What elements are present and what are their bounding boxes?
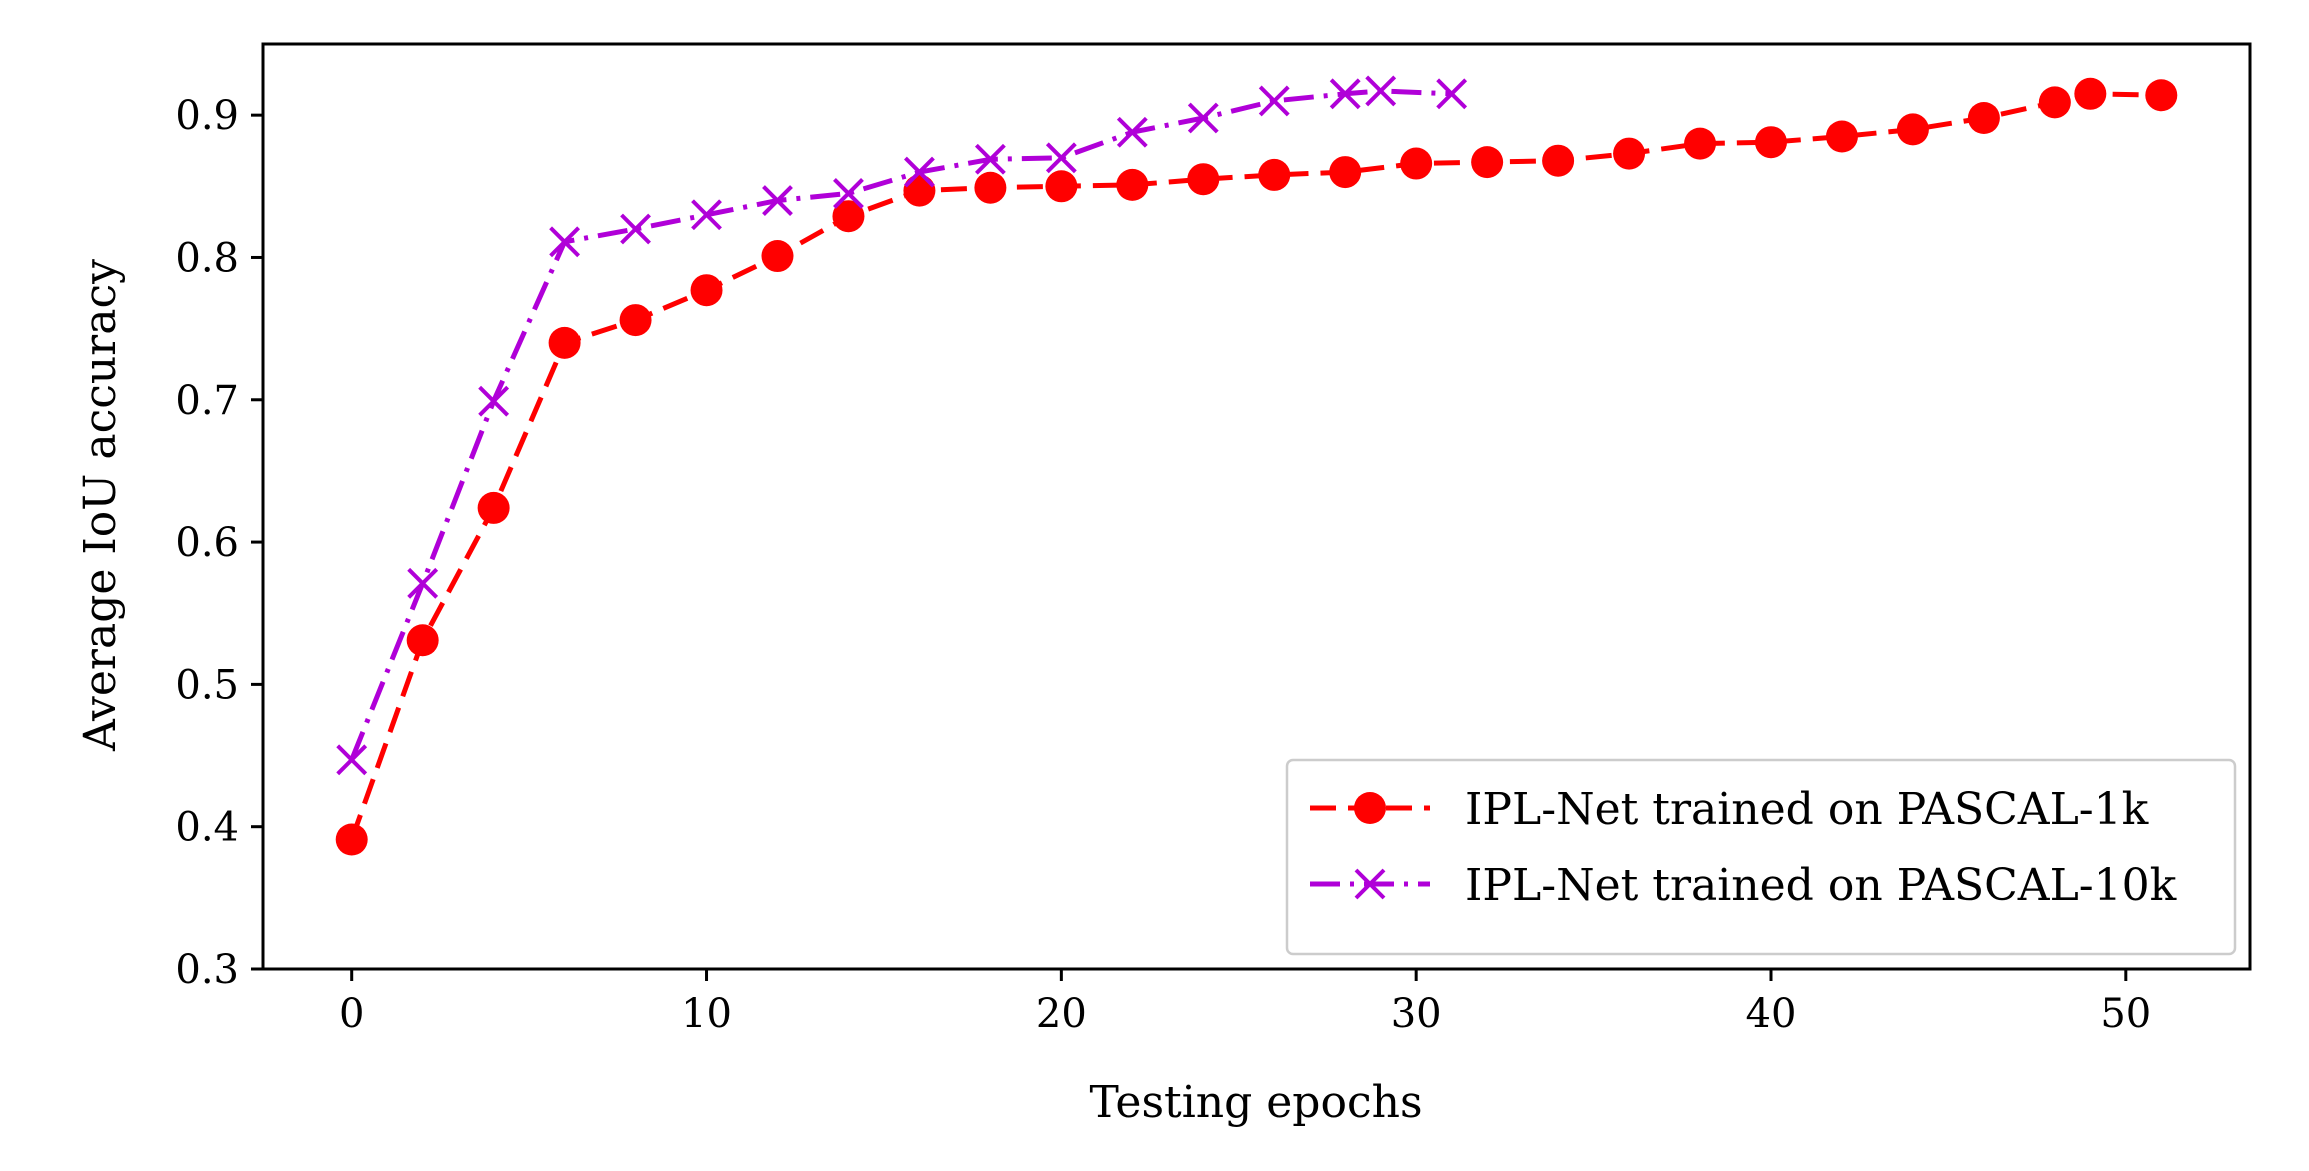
data-point-pascal-1k <box>1329 156 1362 189</box>
data-point-pascal-1k <box>2038 86 2071 119</box>
x-tick-label: 10 <box>681 991 732 1037</box>
data-point-pascal-1k <box>974 171 1007 204</box>
data-point-pascal-1k <box>1613 137 1646 170</box>
data-point-pascal-10k <box>1365 75 1397 107</box>
data-point-pascal-10k <box>478 385 510 417</box>
y-tick-label: 0.7 <box>175 378 239 424</box>
data-point-pascal-1k <box>690 274 723 307</box>
data-point-pascal-1k <box>335 823 368 856</box>
data-point-pascal-1k <box>2145 79 2178 112</box>
data-point-pascal-1k <box>1754 126 1787 159</box>
data-point-pascal-1k <box>1045 170 1078 203</box>
data-point-pascal-1k <box>1116 168 1149 201</box>
data-point-pascal-1k <box>1400 147 1433 180</box>
data-point-pascal-1k <box>1825 120 1858 153</box>
x-tick-label: 20 <box>1036 991 1087 1037</box>
data-point-pascal-1k <box>903 174 936 207</box>
data-point-pascal-1k <box>2074 77 2107 110</box>
data-point-pascal-1k <box>477 491 510 524</box>
data-point-pascal-1k <box>619 304 652 337</box>
data-point-pascal-10k <box>1116 116 1148 148</box>
data-point-pascal-1k <box>1542 144 1575 177</box>
y-tick-label: 0.3 <box>175 947 239 993</box>
data-point-pascal-1k <box>1967 102 2000 134</box>
x-tick-label: 30 <box>1391 991 1442 1037</box>
series-line-pascal-1k <box>349 91 2162 841</box>
x-axis: 0 10 20 30 40 50 <box>339 969 2151 1037</box>
x-tick-label: 50 <box>2100 991 2151 1037</box>
data-point-pascal-10k <box>336 744 368 776</box>
data-point-pascal-10k <box>1258 85 1290 117</box>
legend-marker-pascal-1k <box>1354 792 1386 824</box>
y-tick-label: 0.9 <box>175 93 239 139</box>
y-tick-label: 0.4 <box>175 805 239 851</box>
data-point-pascal-1k <box>1896 113 1929 146</box>
legend-label-pascal-1k: IPL-Net trained on PASCAL-1k <box>1465 784 2149 835</box>
data-point-pascal-1k <box>832 200 865 233</box>
series-layer <box>335 75 2178 856</box>
legend: IPL-Net trained on PASCAL-1k IPL-Net tra… <box>1285 758 2237 956</box>
data-point-pascal-10k <box>1329 78 1361 110</box>
y-axis-label: Average IoU accuracy <box>75 259 126 752</box>
data-point-pascal-10k <box>549 226 581 258</box>
data-point-pascal-10k <box>904 156 935 188</box>
data-point-pascal-1k <box>1684 127 1717 160</box>
data-point-pascal-1k <box>548 326 581 359</box>
data-point-pascal-10k <box>762 185 793 216</box>
legend-box <box>1285 758 2237 956</box>
legend-label-pascal-10k: IPL-Net trained on PASCAL-10k <box>1465 860 2177 911</box>
data-point-pascal-1k <box>1187 163 1220 196</box>
data-point-pascal-10k <box>974 143 1006 175</box>
data-point-pascal-1k <box>761 240 794 273</box>
plot-area-frame <box>261 42 2252 971</box>
data-point-pascal-10k <box>833 178 864 209</box>
y-axis: 0.3 0.4 0.5 0.6 0.7 0.8 0.9 <box>175 93 263 993</box>
data-point-pascal-10k <box>691 199 722 231</box>
x-tick-label: 0 <box>339 991 364 1037</box>
data-point-pascal-1k <box>1471 146 1504 179</box>
x-tick-label: 40 <box>1746 991 1797 1037</box>
data-point-pascal-10k <box>407 567 439 599</box>
data-point-pascal-10k <box>1436 78 1468 110</box>
y-tick-label: 0.5 <box>175 662 239 708</box>
data-point-pascal-1k <box>406 624 439 657</box>
data-point-pascal-10k <box>1187 102 1219 134</box>
data-point-pascal-10k <box>620 213 651 245</box>
data-point-pascal-10k <box>1045 142 1077 174</box>
x-axis-label: Testing epochs <box>1089 1077 1422 1128</box>
legend-marker-pascal-10k <box>1354 868 1386 900</box>
y-tick-label: 0.8 <box>175 235 239 281</box>
y-tick-label: 0.6 <box>175 520 239 566</box>
data-point-pascal-1k <box>1258 158 1291 191</box>
